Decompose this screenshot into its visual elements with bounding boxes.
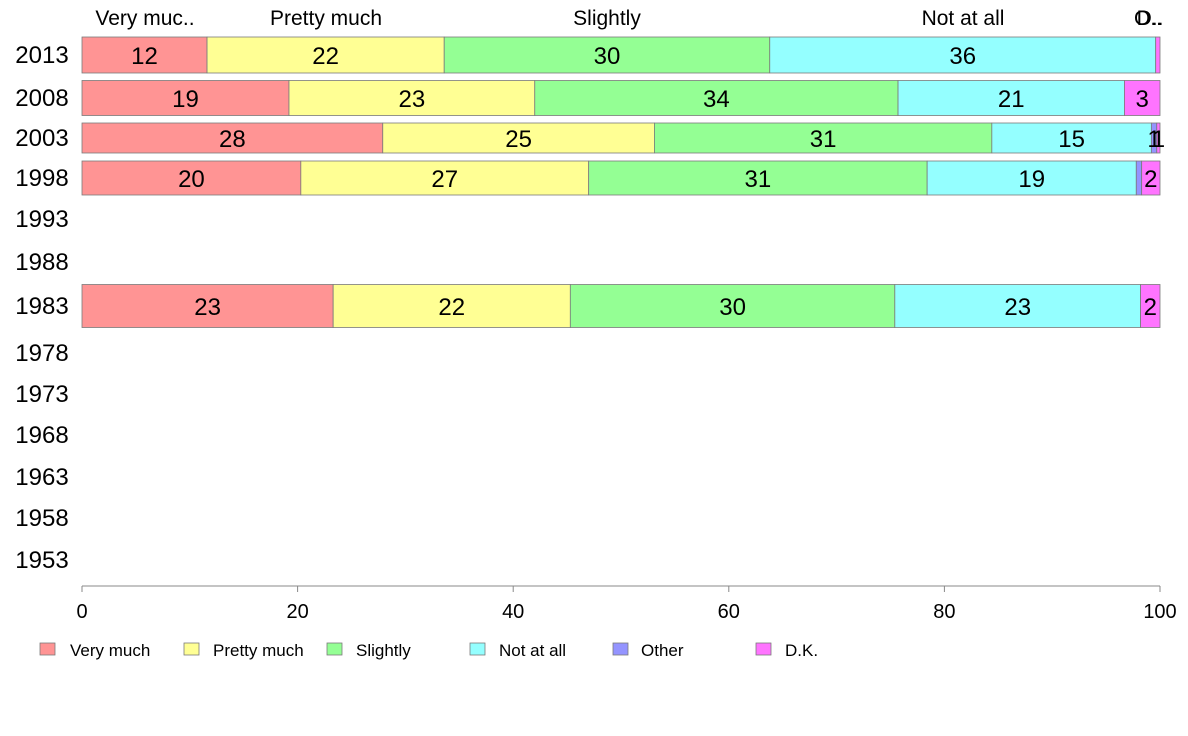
bar-segment xyxy=(1135,160,1143,196)
bar-value-label: 23 xyxy=(194,294,221,321)
bar-segment xyxy=(1156,122,1161,154)
bar-segment xyxy=(332,284,571,328)
y-tick-label: 1998 xyxy=(15,165,68,192)
bar-value-label: 22 xyxy=(438,294,465,321)
bar-value-label: 22 xyxy=(312,43,339,70)
top-segment-label: Not at all xyxy=(922,7,1005,30)
bar-value-label: 34 xyxy=(703,86,730,113)
bar-segment xyxy=(897,80,1125,116)
top-segment-label: O.. xyxy=(1134,7,1162,30)
legend-label: Very much xyxy=(70,641,150,660)
bar-value-label: 28 xyxy=(219,126,246,153)
x-tick-label: 80 xyxy=(933,601,955,623)
legend-swatch xyxy=(612,642,629,656)
x-tick-label: 100 xyxy=(1143,601,1176,623)
y-tick-label: 1973 xyxy=(15,381,68,408)
legend-swatch xyxy=(183,642,200,656)
bar-segment xyxy=(288,80,536,116)
bar-value-label: 3 xyxy=(1136,86,1149,113)
bar-value-label: 27 xyxy=(431,166,458,193)
bar-segment xyxy=(534,80,899,116)
legend-label: Other xyxy=(641,641,684,660)
bar-segment xyxy=(991,122,1152,154)
legend-label: Pretty much xyxy=(213,641,304,660)
bar-segment xyxy=(569,284,896,328)
bar-value-label: 15 xyxy=(1058,126,1085,153)
y-tick-label: 1958 xyxy=(15,505,68,532)
legend-label: D.K. xyxy=(785,641,818,660)
bar-segment xyxy=(654,122,993,154)
y-tick-label: 1993 xyxy=(15,206,68,233)
bar-segment xyxy=(588,160,928,196)
legend-swatch xyxy=(326,642,343,656)
legend-swatch xyxy=(755,642,772,656)
y-tick-label: 1983 xyxy=(15,293,68,320)
bar-segment xyxy=(1155,36,1161,74)
bar-segment xyxy=(206,36,445,74)
bar-value-label: 12 xyxy=(131,43,158,70)
bar-value-label: 19 xyxy=(1018,166,1045,193)
bar-segment xyxy=(81,80,290,116)
bar-segment xyxy=(81,284,334,328)
bar-value-label: 36 xyxy=(949,43,976,70)
bar-segment xyxy=(1124,80,1161,116)
bar-segment xyxy=(926,160,1137,196)
bar-value-label: 31 xyxy=(745,166,772,193)
x-tick-label: 0 xyxy=(76,601,87,623)
top-segment-label: Slightly xyxy=(573,7,641,30)
top-segment-label: Very muc.. xyxy=(95,7,194,30)
bar-value-label: 1 xyxy=(1152,126,1165,153)
bar-segment xyxy=(81,122,384,154)
bar-segment xyxy=(1140,284,1161,328)
x-tick-label: 40 xyxy=(502,601,524,623)
top-segment-label: Pretty much xyxy=(270,7,382,30)
legend-swatch xyxy=(39,642,56,656)
x-tick-label: 20 xyxy=(286,601,308,623)
bar-segment xyxy=(300,160,590,196)
y-tick-label: 1978 xyxy=(15,340,68,367)
bar-segment xyxy=(1141,160,1161,196)
y-tick-label: 1963 xyxy=(15,464,68,491)
bar-value-label: 23 xyxy=(1004,294,1031,321)
bar-value-label: 19 xyxy=(172,86,199,113)
y-tick-label: 2003 xyxy=(15,125,68,152)
top-segment-label: D.. xyxy=(1137,7,1164,30)
bar-value-label: 2 xyxy=(1144,294,1157,321)
y-tick-label: 1953 xyxy=(15,547,68,574)
legend-label: Slightly xyxy=(356,641,411,660)
bar-segment xyxy=(382,122,655,154)
bar-value-label: 30 xyxy=(594,43,621,70)
bar-value-label: 21 xyxy=(998,86,1025,113)
bar-value-label: 2 xyxy=(1144,166,1157,193)
bar-value-label: 30 xyxy=(719,294,746,321)
y-tick-label: 1968 xyxy=(15,422,68,449)
y-tick-label: 1988 xyxy=(15,249,68,276)
bar-value-label: 25 xyxy=(505,126,532,153)
legend-label: Not at all xyxy=(499,641,566,660)
bar-segment xyxy=(81,160,302,196)
y-tick-label: 2008 xyxy=(15,85,68,112)
bar-segment xyxy=(894,284,1141,328)
legend-swatch xyxy=(469,642,486,656)
y-tick-label: 2013 xyxy=(15,42,68,69)
bar-value-label: 31 xyxy=(810,126,837,153)
bar-value-label: 23 xyxy=(399,86,426,113)
bar-value-label: 20 xyxy=(178,166,205,193)
x-tick-label: 60 xyxy=(718,601,740,623)
